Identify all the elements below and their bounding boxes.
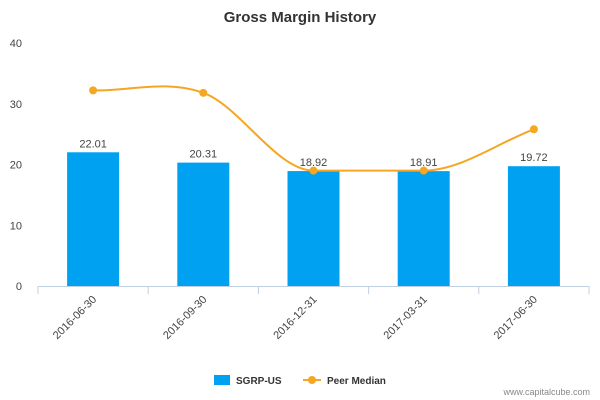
bar-data-label: 20.31 (190, 149, 218, 161)
legend-label-sgrp: SGRP-US (236, 376, 282, 387)
peer-median-point (199, 88, 208, 97)
y-tick-label: 30 (10, 99, 22, 111)
credit-text: www.capitalcube.com (502, 387, 590, 397)
x-tick-label: 2017-06-30 (492, 294, 540, 342)
x-tick-label: 2017-03-31 (382, 294, 430, 342)
bar-data-label: 18.92 (300, 157, 328, 169)
bar (287, 171, 340, 286)
bar (397, 171, 450, 286)
legend-swatch-peer-marker (308, 376, 316, 384)
bar-data-label: 22.01 (79, 138, 107, 150)
x-tick-label: 2016-09-30 (161, 294, 209, 342)
bar (507, 166, 560, 286)
y-tick-label: 20 (10, 160, 22, 172)
bar (67, 152, 120, 286)
bar-data-label: 19.72 (520, 152, 548, 164)
bar-series (67, 152, 560, 286)
y-tick-label: 10 (10, 220, 22, 232)
y-axis: 0 10 20 30 40 (10, 38, 22, 293)
bar-data-label: 18.91 (410, 157, 438, 169)
x-tick-label: 2016-12-31 (271, 294, 319, 342)
bar-data-labels: 22.01 20.31 18.92 18.91 19.72 (79, 138, 547, 169)
peer-median-series (89, 85, 538, 175)
x-tick-labels: 2016-06-30 2016-09-30 2016-12-31 2017-03-31… (51, 294, 540, 342)
y-tick-label: 0 (16, 281, 22, 293)
bar (177, 162, 230, 286)
chart-title: Gross Margin History (224, 9, 377, 26)
peer-median-point (89, 86, 98, 95)
legend-swatch-sgrp (214, 375, 230, 385)
legend-label-peer: Peer Median (327, 376, 386, 387)
legend: SGRP-US Peer Median (214, 375, 386, 387)
peer-median-point (309, 166, 318, 175)
peer-median-point (419, 166, 428, 175)
peer-median-point (529, 125, 538, 134)
y-tick-label: 40 (10, 38, 22, 50)
x-tick-label: 2016-06-30 (51, 294, 99, 342)
x-axis (37, 286, 590, 294)
